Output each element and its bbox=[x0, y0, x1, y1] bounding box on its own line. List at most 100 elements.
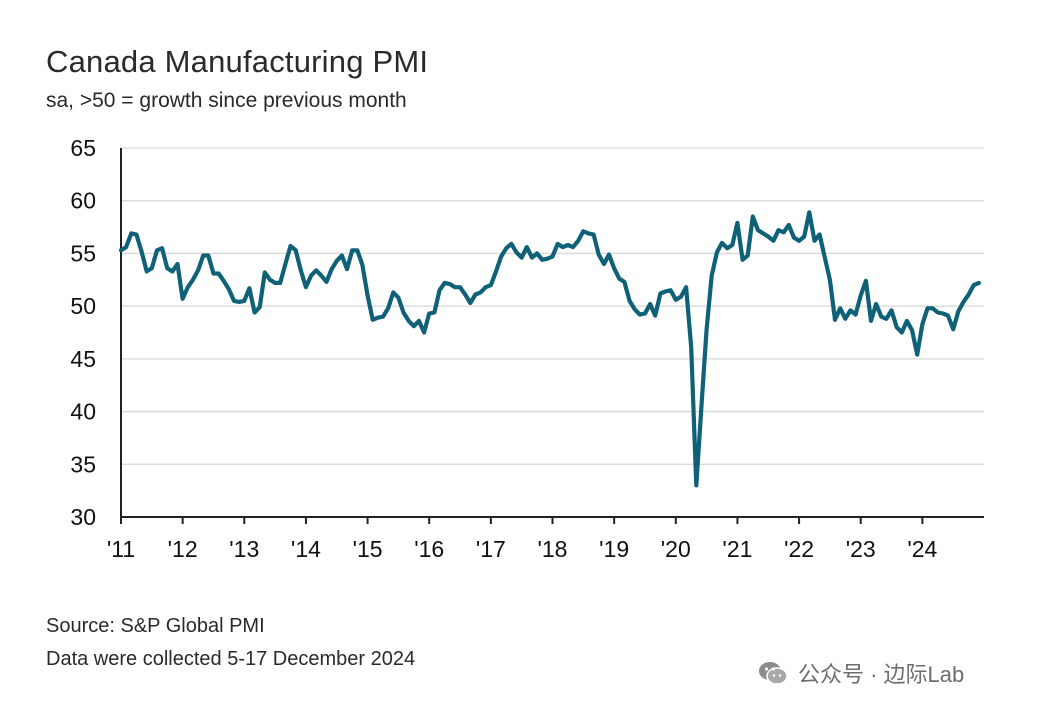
x-tick-label: '24 bbox=[907, 536, 937, 562]
series-layer bbox=[118, 210, 981, 488]
data-point bbox=[823, 256, 827, 260]
data-point bbox=[854, 313, 858, 317]
data-point bbox=[926, 306, 930, 310]
data-point bbox=[412, 324, 416, 328]
data-point bbox=[587, 231, 591, 235]
data-point bbox=[720, 241, 724, 245]
data-point bbox=[268, 278, 272, 282]
data-point bbox=[777, 228, 781, 232]
data-point bbox=[771, 239, 775, 243]
data-point bbox=[633, 307, 637, 311]
data-point bbox=[386, 306, 390, 310]
data-point bbox=[725, 246, 729, 250]
data-point bbox=[689, 345, 693, 349]
data-point bbox=[391, 290, 395, 294]
data-point bbox=[535, 251, 539, 255]
source-note: Source: S&P Global PMI Data were collect… bbox=[46, 610, 415, 676]
data-point bbox=[607, 253, 611, 257]
data-point bbox=[653, 314, 657, 318]
data-point bbox=[432, 311, 436, 315]
data-point bbox=[761, 231, 765, 235]
data-point bbox=[242, 299, 246, 303]
data-point bbox=[818, 233, 822, 237]
data-point bbox=[951, 327, 955, 331]
data-point bbox=[638, 313, 642, 317]
x-tick-label: '13 bbox=[229, 536, 259, 562]
data-point bbox=[289, 244, 293, 248]
data-point bbox=[330, 267, 334, 271]
y-tick-label: 35 bbox=[70, 451, 96, 477]
y-tick-label: 50 bbox=[70, 293, 96, 319]
data-point bbox=[648, 302, 652, 306]
data-point bbox=[345, 267, 349, 271]
data-point bbox=[355, 248, 359, 252]
data-point bbox=[520, 256, 524, 260]
data-point bbox=[237, 300, 241, 304]
data-point bbox=[366, 294, 370, 298]
data-point bbox=[468, 301, 472, 305]
data-point bbox=[150, 266, 154, 270]
x-tick-label: '15 bbox=[353, 536, 383, 562]
data-point bbox=[700, 403, 704, 407]
data-point bbox=[453, 285, 457, 289]
data-point bbox=[956, 309, 960, 313]
data-point bbox=[977, 281, 981, 285]
chart-title: Canada Manufacturing PMI bbox=[46, 44, 429, 79]
data-point bbox=[838, 306, 842, 310]
data-point bbox=[499, 255, 503, 259]
data-point bbox=[299, 268, 303, 272]
data-point bbox=[597, 253, 601, 257]
data-point bbox=[263, 270, 267, 274]
data-point bbox=[561, 245, 565, 249]
data-point bbox=[273, 281, 277, 285]
chart-subtitle: sa, >50 = growth since previous month bbox=[46, 89, 407, 112]
data-point bbox=[253, 311, 257, 315]
source-line: Source: S&P Global PMI bbox=[46, 615, 265, 637]
data-point bbox=[874, 302, 878, 306]
data-point bbox=[869, 319, 873, 323]
data-point bbox=[129, 231, 133, 235]
data-point bbox=[304, 285, 308, 289]
data-point bbox=[705, 327, 709, 331]
wechat-icon bbox=[759, 662, 788, 685]
data-point bbox=[417, 319, 421, 323]
gridlines bbox=[121, 147, 984, 465]
data-point bbox=[258, 305, 262, 309]
x-tick-label: '17 bbox=[476, 536, 506, 562]
data-point bbox=[972, 283, 976, 287]
data-point bbox=[206, 254, 210, 258]
x-tick-label: '16 bbox=[414, 536, 444, 562]
x-tick-label: '21 bbox=[722, 536, 752, 562]
data-point bbox=[278, 281, 282, 285]
data-point bbox=[884, 317, 888, 321]
data-point bbox=[422, 331, 426, 335]
data-point bbox=[797, 239, 801, 243]
data-point bbox=[376, 316, 380, 320]
data-point bbox=[684, 285, 688, 289]
data-point bbox=[294, 248, 298, 252]
x-tick-label: '19 bbox=[599, 536, 629, 562]
data-point bbox=[458, 285, 462, 289]
data-point bbox=[227, 287, 231, 291]
data-point bbox=[540, 258, 544, 262]
y-tick-label: 65 bbox=[70, 135, 96, 161]
data-point bbox=[782, 230, 786, 234]
data-point bbox=[741, 258, 745, 262]
data-point bbox=[679, 295, 683, 299]
data-point bbox=[217, 272, 221, 276]
data-point bbox=[962, 300, 966, 304]
data-point bbox=[443, 281, 447, 285]
data-point bbox=[864, 279, 868, 283]
data-point bbox=[566, 243, 570, 247]
x-tick-label: '11 bbox=[107, 536, 135, 562]
data-point bbox=[191, 278, 195, 282]
data-point bbox=[787, 223, 791, 227]
data-point bbox=[643, 312, 647, 316]
data-point bbox=[915, 353, 919, 357]
data-point bbox=[484, 285, 488, 289]
data-point bbox=[201, 254, 205, 258]
data-point bbox=[551, 255, 555, 259]
data-point bbox=[335, 259, 339, 263]
data-point bbox=[746, 254, 750, 258]
data-point bbox=[576, 239, 580, 243]
